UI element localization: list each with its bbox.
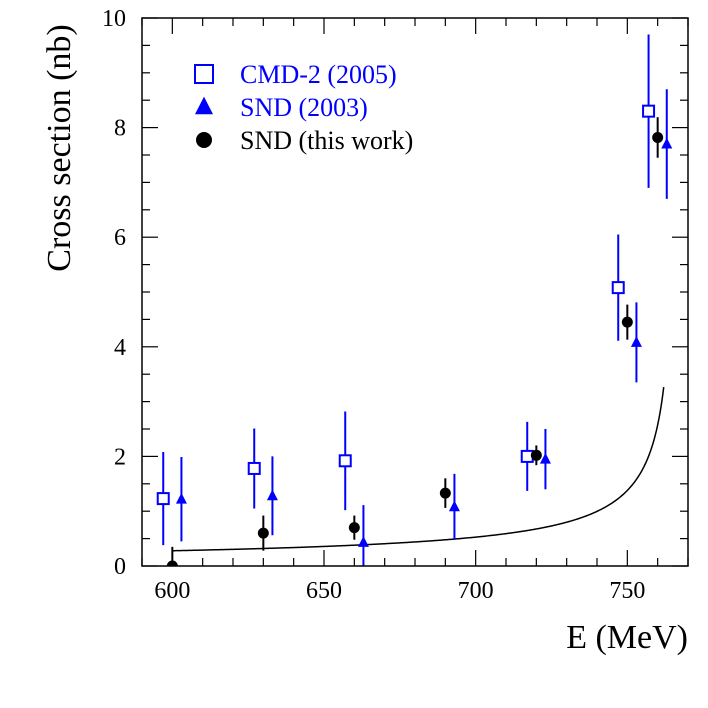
x-tick-label: 600 xyxy=(154,578,190,604)
x-tick-label: 700 xyxy=(458,578,494,604)
legend-item: SND (2003) xyxy=(195,93,368,122)
legend-item: SND (this work) xyxy=(196,126,413,155)
snd2003-triangle-marker xyxy=(175,492,187,504)
cmd2-square-marker xyxy=(247,461,261,475)
series-filled-circle xyxy=(166,117,664,566)
cmd2-square-marker xyxy=(611,281,625,295)
snd2003-triangle-marker xyxy=(448,500,460,512)
fit-curve xyxy=(172,387,665,552)
snd-this-work-circle-marker xyxy=(439,487,451,499)
snd-this-work-circle-marker xyxy=(348,522,360,534)
y-tick-label: 8 xyxy=(114,116,126,142)
x-tick-label: 650 xyxy=(306,578,342,604)
snd-this-work-circle-marker xyxy=(257,527,269,539)
legend-label: SND (this work) xyxy=(240,126,413,155)
y-tick-label: 2 xyxy=(114,444,126,470)
y-tick-label: 4 xyxy=(114,335,126,361)
legend-label: SND (2003) xyxy=(240,93,368,122)
y-axis-label: Cross section (nb) xyxy=(41,24,78,271)
snd2003-triangle-marker xyxy=(539,452,551,464)
y-tick-label: 10 xyxy=(102,6,126,32)
snd-this-work-circle-marker xyxy=(621,316,633,328)
snd2003-triangle-marker xyxy=(195,96,213,115)
snd-this-work-circle-marker xyxy=(530,449,542,461)
legend: CMD-2 (2005) SND (2003) SND (this work) xyxy=(194,60,413,155)
fit-curve-layer xyxy=(172,387,665,552)
legend-label: CMD-2 (2005) xyxy=(240,60,397,89)
data-points-layer xyxy=(156,34,673,566)
snd2003-triangle-marker xyxy=(266,489,278,501)
cmd2-square-marker xyxy=(156,492,170,506)
snd2003-triangle-marker xyxy=(661,137,673,149)
snd2003-triangle-marker xyxy=(357,536,369,547)
cmd2-square-marker xyxy=(194,64,214,84)
snd-this-work-circle-marker xyxy=(196,132,212,148)
y-tick-label: 6 xyxy=(114,225,126,251)
series-filled-triangle xyxy=(175,89,673,566)
cmd2-square-marker xyxy=(338,454,352,468)
axis-ticks-layer: 600 650 700 750 0 2 4 6 8 10 xyxy=(102,6,689,604)
cmd2-square-marker xyxy=(642,104,656,118)
y-tick-label: 0 xyxy=(114,554,126,580)
snd-this-work-circle-marker xyxy=(652,131,664,143)
legend-item: CMD-2 (2005) xyxy=(194,60,397,89)
x-tick-label: 750 xyxy=(609,578,645,604)
x-axis-label: E (MeV) xyxy=(566,619,688,656)
snd2003-triangle-marker xyxy=(630,336,642,347)
